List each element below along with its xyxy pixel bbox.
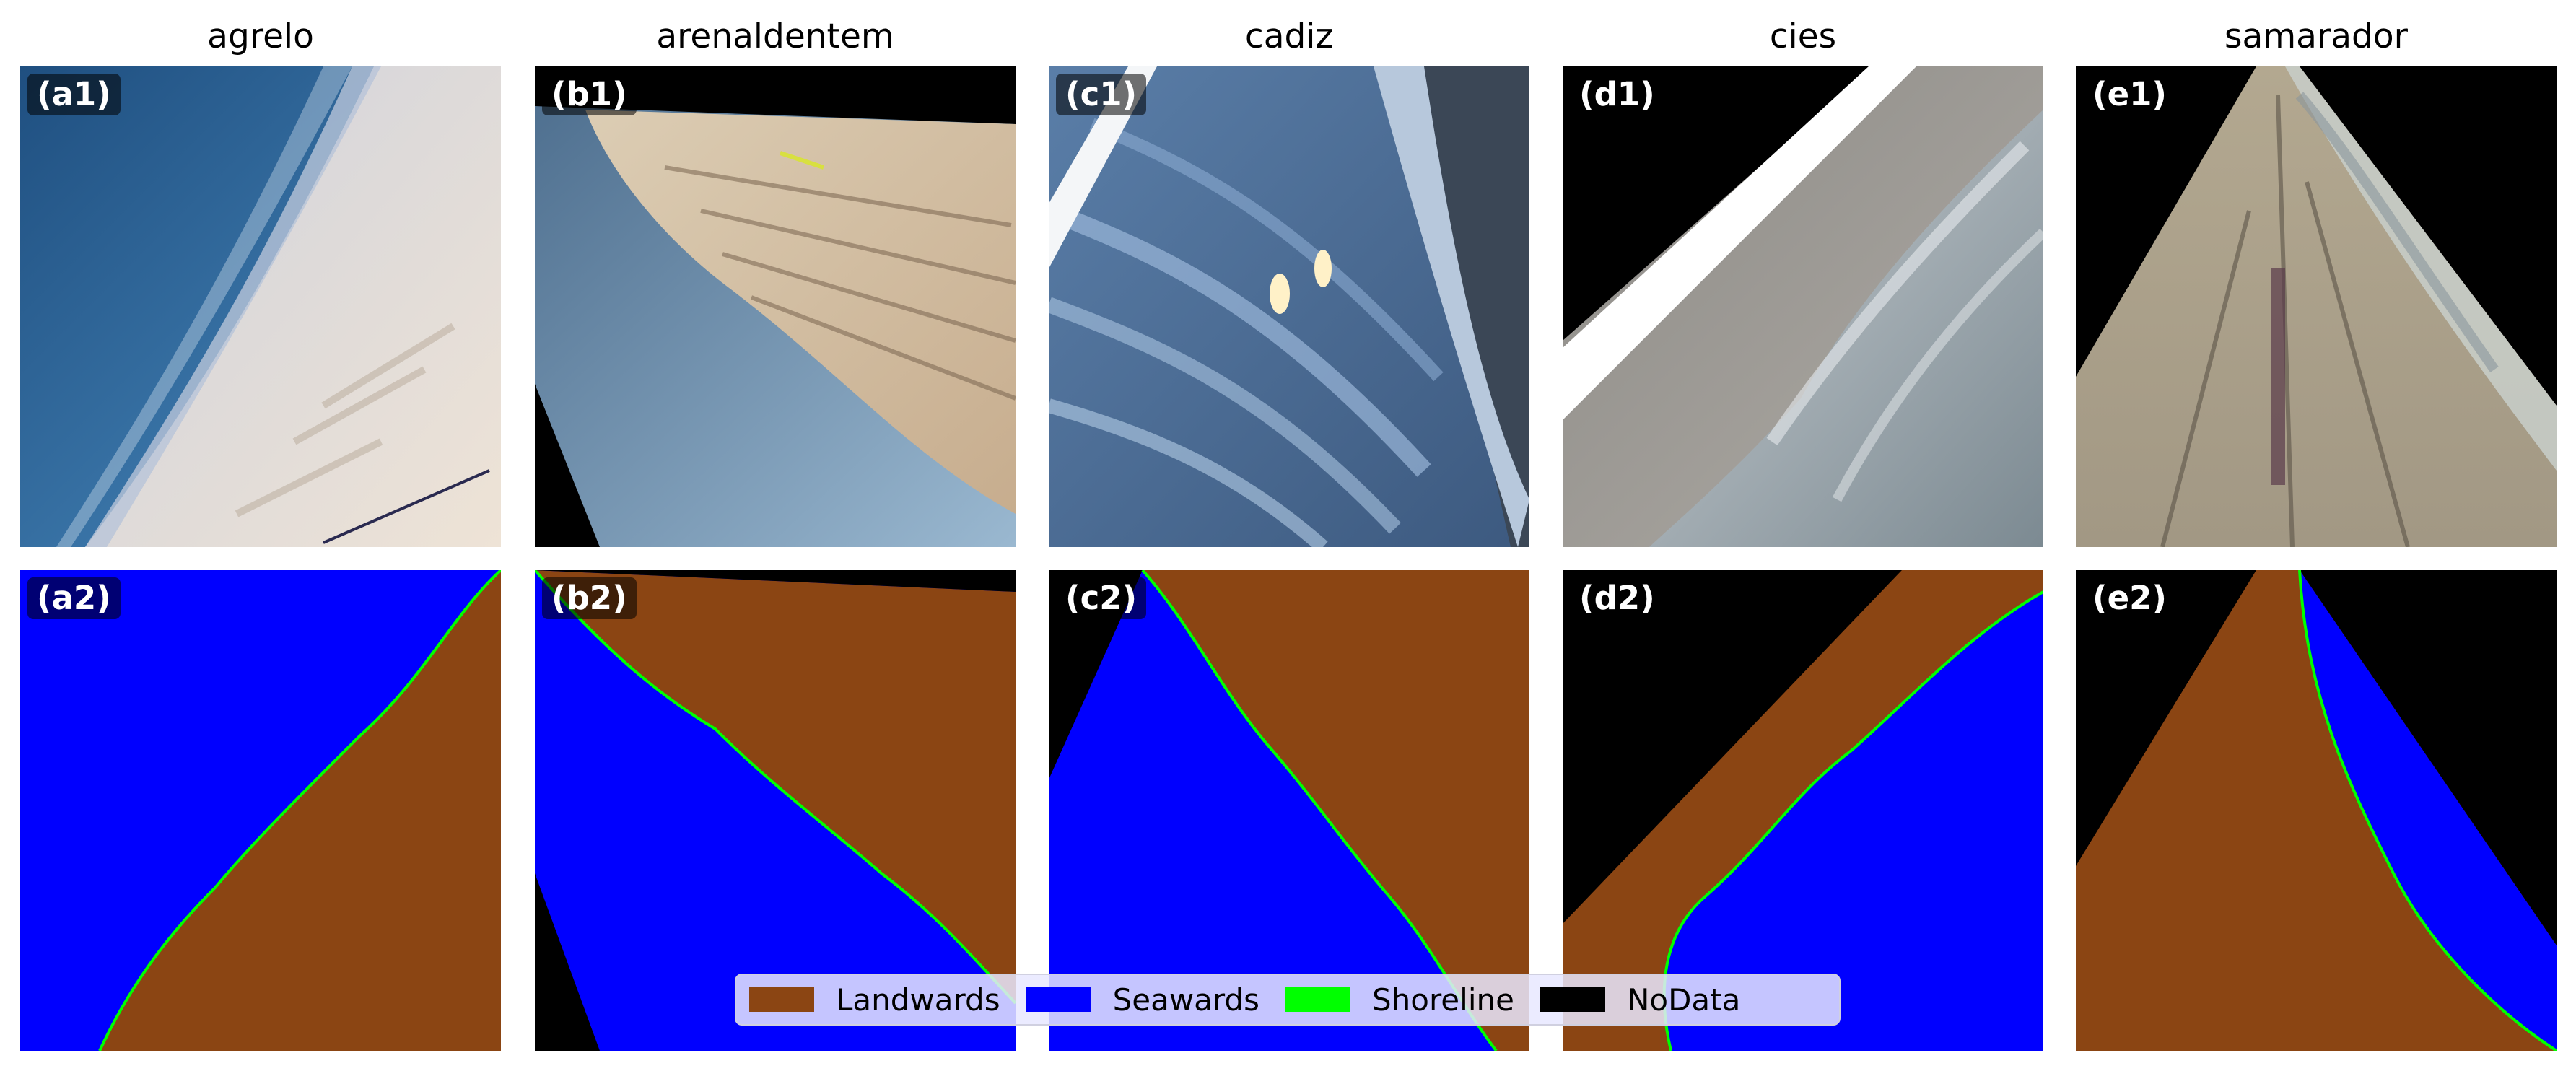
legend-item-landwards: Landwards bbox=[749, 982, 1000, 1018]
column-title-agrelo: agrelo bbox=[207, 17, 314, 56]
panel-label-b1: (b1) bbox=[542, 74, 637, 115]
mask-arenaldentem-image bbox=[535, 570, 1016, 1051]
legend-swatch-seawards bbox=[1026, 987, 1091, 1012]
panel-label-a2: (a2) bbox=[27, 577, 121, 619]
mask-samarador-image bbox=[2076, 570, 2557, 1051]
photo-panel-agrelo: (a1) bbox=[20, 66, 501, 547]
panel-label-d1: (d1) bbox=[1579, 75, 1655, 113]
legend-label-seawards: Seawards bbox=[1112, 982, 1259, 1018]
photo-panel-arenaldentem: (b1) bbox=[535, 66, 1016, 547]
column-title-samarador: samarador bbox=[2224, 17, 2408, 56]
photo-panel-cadiz: (c1) bbox=[1049, 66, 1529, 547]
photo-panel-samarador: (e1) bbox=[2076, 66, 2557, 547]
photo-panel-cies: (d1) bbox=[1563, 66, 2043, 547]
panel-label-e1: (e1) bbox=[2092, 75, 2167, 113]
photo-cadiz-image bbox=[1049, 66, 1529, 547]
panel-label-b2: (b2) bbox=[542, 577, 637, 619]
photo-samarador-image bbox=[2076, 66, 2557, 547]
legend-swatch-nodata bbox=[1540, 987, 1605, 1012]
panel-label-a1: (a1) bbox=[27, 74, 121, 115]
legend-swatch-landwards bbox=[749, 987, 814, 1012]
mask-panel-cadiz: (c2) bbox=[1049, 570, 1529, 1051]
legend-label-shoreline: Shoreline bbox=[1371, 982, 1514, 1018]
panel-label-c1: (c1) bbox=[1056, 74, 1147, 115]
mask-panel-agrelo: (a2) bbox=[20, 570, 501, 1051]
panel-label-e2: (e2) bbox=[2092, 579, 2167, 617]
photo-agrelo-image bbox=[20, 66, 501, 547]
column-title-arenaldentem: arenaldentem bbox=[656, 17, 894, 56]
column-title-cies: cies bbox=[1769, 17, 1837, 56]
legend: Landwards Seawards Shoreline NoData bbox=[735, 974, 1841, 1026]
legend-item-nodata: NoData bbox=[1540, 982, 1740, 1018]
photo-arenaldentem-image bbox=[535, 66, 1016, 547]
mask-panel-samarador: (e2) bbox=[2076, 570, 2557, 1051]
legend-label-landwards: Landwards bbox=[836, 982, 1000, 1018]
mask-agrelo-image bbox=[20, 570, 501, 1051]
legend-swatch-shoreline bbox=[1285, 987, 1350, 1012]
mask-cies-image bbox=[1563, 570, 2043, 1051]
legend-item-seawards: Seawards bbox=[1026, 982, 1259, 1018]
legend-item-shoreline: Shoreline bbox=[1285, 982, 1514, 1018]
photo-cies-image bbox=[1563, 66, 2043, 547]
legend-label-nodata: NoData bbox=[1626, 982, 1741, 1018]
mask-cadiz-image bbox=[1049, 570, 1529, 1051]
panel-label-c2: (c2) bbox=[1056, 577, 1147, 619]
mask-panel-cies: (d2) bbox=[1563, 570, 2043, 1051]
mask-panel-arenaldentem: (b2) bbox=[535, 570, 1016, 1051]
column-title-cadiz: cadiz bbox=[1244, 17, 1334, 56]
panel-label-d2: (d2) bbox=[1579, 579, 1655, 617]
